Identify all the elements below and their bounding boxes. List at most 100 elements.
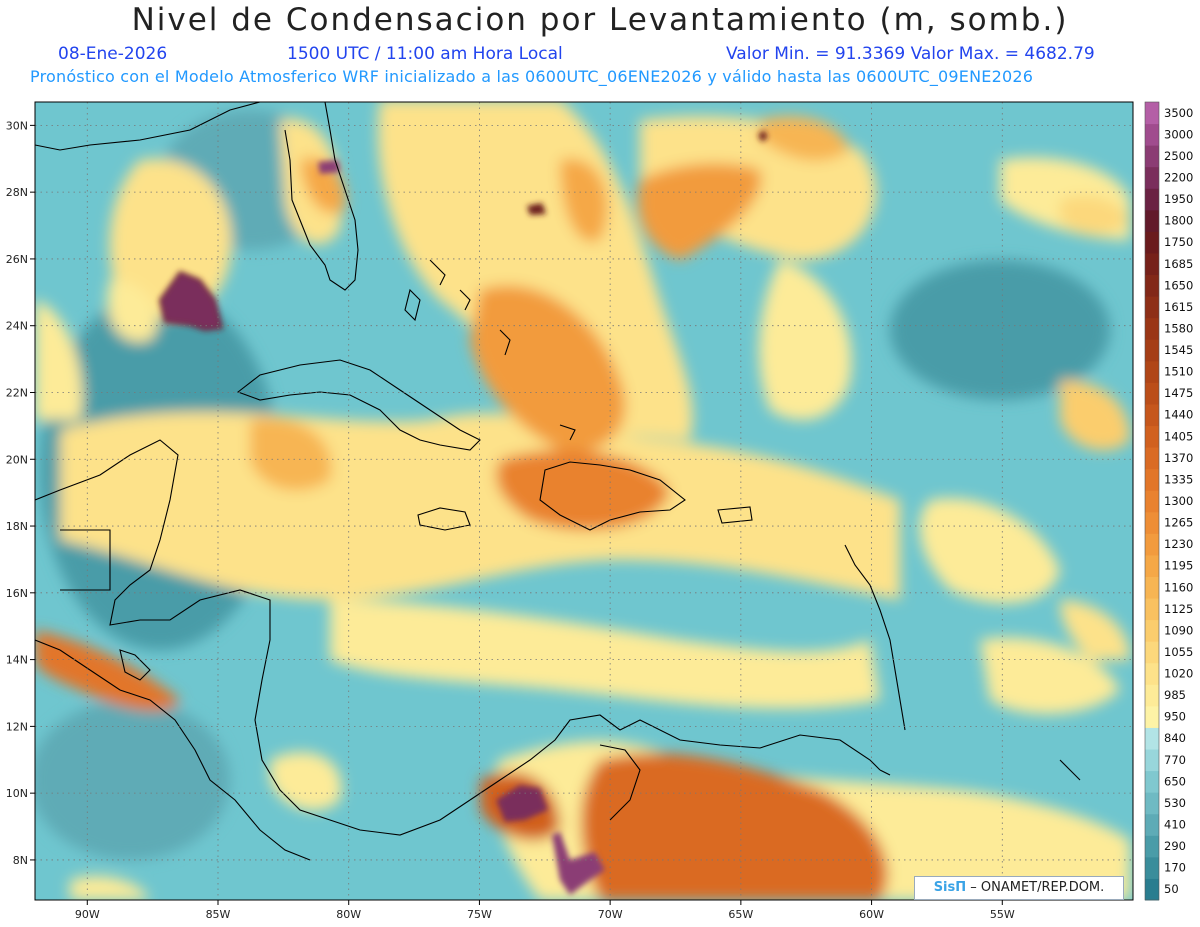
colorbar-label: 290 xyxy=(1164,839,1186,853)
colorbar-label: 50 xyxy=(1164,882,1179,896)
colorbar-swatch xyxy=(1145,166,1159,189)
colorbar-swatch xyxy=(1145,770,1159,793)
colorbar-swatch xyxy=(1145,209,1159,232)
lat-tick-label: 10N xyxy=(6,787,28,800)
colorbar-swatch xyxy=(1145,641,1159,664)
credits-org: – ONAMET/REP.DOM. xyxy=(970,880,1105,895)
colorbar-swatch xyxy=(1145,317,1159,340)
colorbar-frame xyxy=(1144,101,1160,901)
lat-tick-label: 26N xyxy=(6,253,28,266)
forecast-time: 1500 UTC / 11:00 am Hora Local xyxy=(287,44,563,64)
colorbar-swatch xyxy=(1145,403,1159,427)
colorbar-swatch xyxy=(1145,792,1159,815)
colorbar-swatch xyxy=(1145,231,1159,254)
lon-tick-label: 60W xyxy=(859,908,884,921)
colorbar-swatch xyxy=(1145,252,1159,276)
colorbar-label: 1125 xyxy=(1164,602,1193,616)
map-title: Nivel de Condensacion por Levantamiento … xyxy=(131,2,1069,38)
colorbar-swatch xyxy=(1145,188,1159,211)
colorbar-swatch xyxy=(1145,598,1159,621)
colorbar-label: 1475 xyxy=(1164,386,1193,400)
longitude-labels: 90W 85W 80W 75W 70W 65W 60W 55W xyxy=(75,900,1015,921)
colorbar-label: 2200 xyxy=(1164,170,1193,184)
colorbar-swatch xyxy=(1145,813,1159,836)
lat-tick-label: 8N xyxy=(13,854,28,867)
colorbar-swatch xyxy=(1145,468,1159,491)
colorbar-label: 1195 xyxy=(1164,559,1193,573)
colorbar-label: 1405 xyxy=(1164,429,1193,443)
colorbar-label: 950 xyxy=(1164,710,1186,724)
colorbar-label: 1090 xyxy=(1164,623,1193,637)
lat-tick-label: 14N xyxy=(6,654,28,667)
colorbar-label: 3000 xyxy=(1164,127,1193,141)
colorbar-swatch xyxy=(1145,296,1159,319)
colorbar-label: 1950 xyxy=(1164,192,1193,206)
colorbar-label: 1230 xyxy=(1164,537,1193,551)
colorbar-label: 1335 xyxy=(1164,472,1193,486)
colorbar-swatch xyxy=(1145,684,1159,707)
colorbar-swatch xyxy=(1145,360,1159,383)
lon-tick-label: 55W xyxy=(990,908,1015,921)
colorbar-label: 1300 xyxy=(1164,494,1193,508)
lon-tick-label: 65W xyxy=(728,908,753,921)
colorbar-swatch xyxy=(1145,425,1159,448)
colorbar-label: 3500 xyxy=(1164,106,1193,120)
colorbar-swatch xyxy=(1145,727,1159,750)
colorbar-label: 840 xyxy=(1164,731,1186,745)
colorbar-swatch xyxy=(1145,533,1159,556)
colorbar-swatch xyxy=(1145,576,1159,599)
lat-tick-label: 30N xyxy=(6,119,28,132)
colorbar-label: 1615 xyxy=(1164,300,1193,314)
sispi-logo: SisΠ xyxy=(933,880,967,895)
lat-tick-label: 20N xyxy=(6,453,28,466)
lat-tick-label: 18N xyxy=(6,520,28,533)
colorbar-swatch xyxy=(1145,123,1159,146)
model-info: Pronóstico con el Modelo Atmosferico WRF… xyxy=(30,67,1034,86)
colorbar-label: 1685 xyxy=(1164,257,1193,271)
colorbar-swatch xyxy=(1145,339,1159,362)
lon-tick-label: 70W xyxy=(598,908,623,921)
map-frame xyxy=(34,101,1134,901)
colorbar-label: 2500 xyxy=(1164,149,1193,163)
colorbar-label: 530 xyxy=(1164,796,1186,810)
lat-tick-label: 12N xyxy=(6,720,28,733)
colorbar-label: 1580 xyxy=(1164,321,1193,335)
colorbar-label: 1020 xyxy=(1164,667,1193,681)
colorbar-swatch xyxy=(1145,274,1159,297)
colorbar-label: 985 xyxy=(1164,688,1186,702)
graticule xyxy=(35,102,1133,900)
coastlines xyxy=(35,102,1081,861)
colorbar-label: 1440 xyxy=(1164,408,1193,422)
colorbar-swatch xyxy=(1145,447,1159,470)
lat-tick-label: 22N xyxy=(6,386,28,399)
colorbar-swatch xyxy=(1145,856,1159,879)
colorbar-label: 1160 xyxy=(1164,580,1193,594)
lat-tick-label: 28N xyxy=(6,186,28,199)
colorbar-swatch xyxy=(1145,511,1159,534)
colorbar-label: 650 xyxy=(1164,774,1186,788)
colorbar-swatch xyxy=(1145,662,1159,685)
colorbar: 50 170 290 410 530 650 770 840 950 985 1020 1055 109… xyxy=(1144,101,1193,901)
lon-tick-label: 85W xyxy=(206,908,231,921)
colorbar-swatch xyxy=(1145,102,1159,125)
lcl-field xyxy=(35,102,1133,900)
colorbar-swatch xyxy=(1145,878,1159,901)
colorbar-label: 1800 xyxy=(1164,214,1193,228)
colorbar-label: 170 xyxy=(1164,861,1186,875)
colorbar-label: 410 xyxy=(1164,818,1186,832)
lon-tick-label: 75W xyxy=(467,908,492,921)
min-max-values: Valor Min. = 91.3369 Valor Max. = 4682.7… xyxy=(726,44,1095,64)
lat-tick-label: 24N xyxy=(6,320,28,333)
colorbar-swatch xyxy=(1145,835,1159,858)
colorbar-label: 1055 xyxy=(1164,645,1193,659)
colorbar-swatch xyxy=(1145,554,1159,577)
forecast-date: 08-Ene-2026 xyxy=(58,44,168,64)
colorbar-label: 1510 xyxy=(1164,365,1193,379)
lon-tick-label: 80W xyxy=(336,908,361,921)
lon-tick-label: 90W xyxy=(75,908,100,921)
colorbar-swatch xyxy=(1145,145,1159,168)
lat-tick-label: 16N xyxy=(6,587,28,600)
colorbar-swatch xyxy=(1145,705,1159,728)
colorbar-swatch xyxy=(1145,619,1159,642)
